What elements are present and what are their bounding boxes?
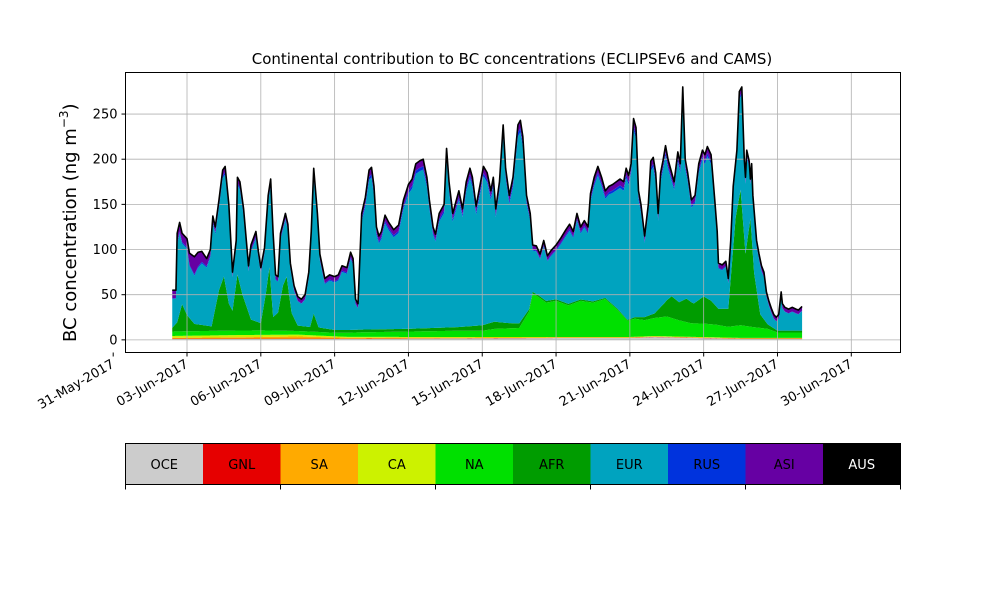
area-gnl [172,336,803,339]
x-tick-label: 12-Jun-2017 [336,357,413,410]
legend-swatch-na [435,443,513,485]
y-axis: 0 50 100 150 200 250 [93,108,126,348]
x-tick-label: 06-Jun-2017 [188,357,265,410]
x-tick-label: 15-Jun-2017 [409,357,486,410]
y-tick-label: 100 [93,243,118,258]
y-axis-label-text: BC concentration (ng m [60,128,81,342]
legend-swatch-gnl [203,443,281,485]
x-axis: 31-May-201703-Jun-201706-Jun-201709-Jun-… [36,352,855,413]
y-tick-label: 250 [93,108,118,123]
grid-lines [125,72,901,353]
x-tick-label: 30-Jun-2017 [778,357,855,410]
y-tick-label: 200 [93,153,118,168]
x-tick-label: 31-May-2017 [36,357,118,413]
x-tick-label: 18-Jun-2017 [483,357,560,410]
plot-frame [125,72,901,353]
x-tick-label: 24-Jun-2017 [631,357,708,410]
legend-swatch-eur [590,443,668,485]
y-tick-label: 50 [101,288,118,303]
legend-swatch-aus [823,443,901,485]
legend-label: EUR [616,458,643,473]
chart-title: Continental contribution to BC concentra… [252,50,773,68]
area-eur [172,95,803,331]
y-axis-label: BC concentration (ng m−3) [57,103,81,342]
x-tick-label: 27-Jun-2017 [705,357,782,410]
colorbar-legend: OCE GNL SA CA NA AFR EUR RUS ASI AUS [125,443,901,490]
area-sa [172,336,803,339]
legend-label: AFR [539,458,564,473]
legend-frame [125,443,901,485]
legend-label: GNL [228,458,256,473]
y-tick-label: 0 [109,333,117,348]
legend-label: ASI [774,458,795,473]
legend-label: RUS [693,458,720,473]
area-na [172,293,803,338]
x-tick-label: 21-Jun-2017 [557,357,634,410]
legend-swatch-oce [125,443,203,485]
legend-label: OCE [150,458,178,473]
legend-swatch-afr [513,443,591,485]
plot-area [125,72,901,353]
legend-swatch-rus [668,443,746,485]
x-tick-label: 03-Jun-2017 [114,357,191,410]
legend-swatch-sa [280,443,358,485]
y-axis-label-close: ) [60,103,81,110]
area-oce [172,337,803,340]
total-concentration-line [172,86,803,319]
legend-label: SA [311,458,328,473]
legend-label: CA [388,458,406,473]
legend-swatch-ca [358,443,436,485]
area-ca [172,334,803,339]
y-tick-label: 150 [93,198,118,213]
x-tick-label: 09-Jun-2017 [262,357,339,410]
y-axis-label-exponent: −3 [57,110,71,128]
legend-swatch-asi [745,443,823,485]
legend-label: NA [465,458,484,473]
legend-label: AUS [848,458,875,473]
